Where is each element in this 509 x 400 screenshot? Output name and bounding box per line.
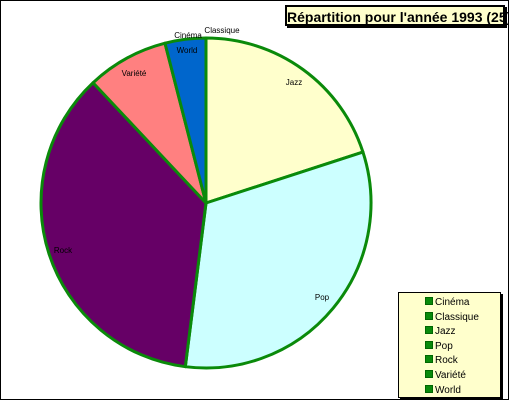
pie-slice-rock [39,81,208,369]
chart-title: Répartition pour l'année 1993 (25) [285,5,509,26]
slice-label-variété: Variété [122,69,147,78]
legend-item: Classique [425,311,479,324]
legend-label: Pop [435,340,453,352]
legend-swatch [425,340,433,349]
legend-swatch [425,355,433,364]
legend-item: Pop [425,340,453,353]
legend-swatch [425,384,433,393]
pie-slice-pop [183,150,373,370]
legend-swatch [425,326,433,335]
legend-label: Rock [435,355,458,367]
legend-swatch [425,297,433,305]
legend-label: Cinéma [435,297,470,308]
legend-swatch [425,370,433,378]
legend-swatch [425,311,433,320]
slice-label-rock: Rock [54,246,73,255]
legend-item: Variété [425,370,466,382]
legend-label: Variété [435,370,466,381]
slice-label-world: World [177,46,198,55]
legend-label: World [435,384,461,396]
slice-label-classique: Classique [204,26,240,35]
pie-slice-jazz [204,36,365,205]
pie-slice-world [163,36,208,205]
legend-item: World [425,384,461,397]
legend-item: Cinéma [425,297,469,309]
legend: Cinéma Classique Jazz Pop Rock Variété World [398,292,501,398]
slice-label-jazz: Jazz [286,78,302,87]
legend-item: Jazz [425,326,456,338]
slice-label-cinéma: Cinéma [174,31,202,40]
legend-item: Rock [425,355,458,367]
slice-label-pop: Pop [315,293,330,302]
legend-label: Jazz [435,326,456,338]
legend-label: Classique [435,311,479,323]
